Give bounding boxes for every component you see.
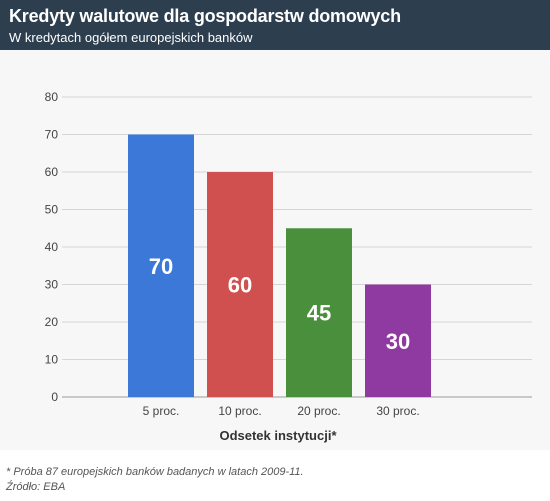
source-note: Źródło: EBA xyxy=(6,481,66,493)
data-label: 60 xyxy=(228,273,252,298)
bar xyxy=(365,284,431,397)
x-tick-label: 20 proc. xyxy=(297,404,340,418)
bar-chart: 0 10 20 30 40 50 60 70 80 70 5 proc. 60 10 proc. 45 20… xyxy=(45,90,532,443)
chart-subtitle: W kredytach ogółem europejskich banków xyxy=(9,30,253,45)
x-tick-label: 10 proc. xyxy=(218,404,261,418)
y-tick-label: 40 xyxy=(45,240,59,254)
data-label: 70 xyxy=(149,254,173,279)
y-tick-label: 80 xyxy=(45,90,59,104)
chart-area xyxy=(0,50,550,450)
bar xyxy=(286,228,352,397)
y-tick-label: 50 xyxy=(45,203,59,217)
chart-header: Kredyty walutowe dla gospodarstw domowyc… xyxy=(0,0,550,50)
x-tick-label: 5 proc. xyxy=(143,404,180,418)
y-tick-label: 60 xyxy=(45,165,59,179)
y-tick-label: 0 xyxy=(51,390,58,404)
y-tick-label: 70 xyxy=(45,128,59,142)
bar xyxy=(128,134,194,397)
x-tick-label: 30 proc. xyxy=(376,404,419,418)
y-tick-label: 30 xyxy=(45,278,59,292)
footnote: * Próba 87 europejskich banków badanych … xyxy=(6,466,304,478)
x-axis-title: Odsetek instytucji* xyxy=(219,428,337,443)
chart-title: Kredyty walutowe dla gospodarstw domowyc… xyxy=(9,6,401,26)
bar xyxy=(207,172,273,397)
data-label: 30 xyxy=(386,329,410,354)
y-tick-label: 20 xyxy=(45,315,59,329)
data-label: 45 xyxy=(307,301,331,326)
y-tick-label: 10 xyxy=(45,353,59,367)
